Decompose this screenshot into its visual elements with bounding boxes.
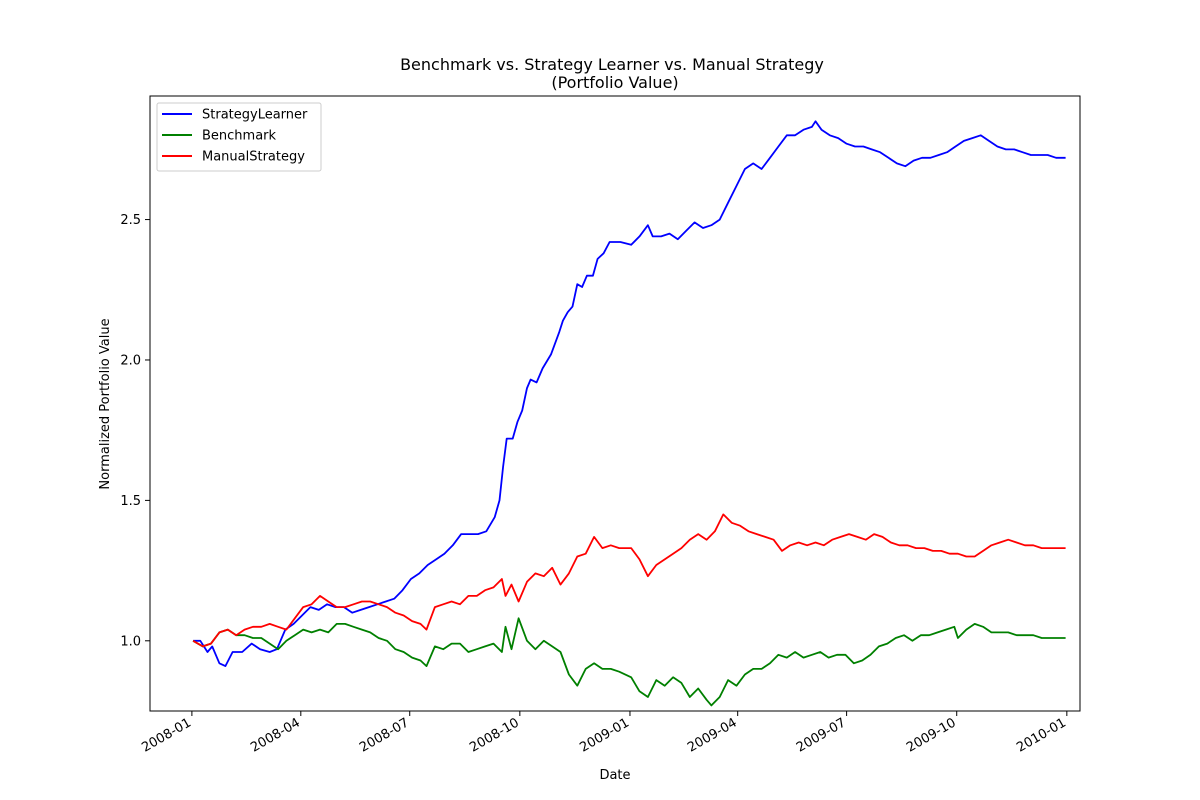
y-tick-label: 2.5 (120, 213, 141, 228)
legend-label: ManualStrategy (202, 150, 305, 165)
legend-box (156, 102, 322, 172)
legend-items: StrategyLearner Benchmark ManualStrategy (162, 108, 308, 165)
x-tick-label: 2009-10 (904, 715, 959, 755)
x-tick-label: 2008-01 (139, 715, 194, 755)
legend-label: Benchmark (202, 129, 277, 144)
x-tick-label: 2009-01 (577, 715, 632, 755)
legend: StrategyLearner Benchmark ManualStrategy (156, 102, 322, 172)
legend-label: StrategyLearner (202, 108, 308, 123)
x-axis: 2008-01 2008-04 2008-07 2008-10 2009-01 2009-… (139, 711, 1069, 756)
series-line-manualstrategy (192, 513, 1066, 648)
x-tick-label: 2010-01 (1014, 715, 1069, 755)
y-axis: 1.0 1.5 2.0 2.5 (120, 213, 150, 649)
series-line-benchmark (192, 617, 1066, 707)
chart-title: Benchmark vs. Strategy Learner vs. Manua… (400, 55, 824, 74)
plot-lines (192, 120, 1066, 707)
plot-area-frame (149, 95, 1081, 712)
x-tick-label: 2009-04 (685, 715, 740, 755)
chart-subtitle: (Portfolio Value) (551, 73, 678, 92)
x-axis-label: Date (599, 768, 630, 783)
x-tick-label: 2008-10 (467, 715, 522, 755)
y-tick-label: 1.0 (120, 634, 141, 649)
y-axis-label: Normalized Portfolio Value (98, 318, 113, 489)
y-tick-label: 2.0 (120, 353, 141, 368)
x-tick-label: 2008-04 (248, 715, 303, 755)
x-tick-label: 2009-07 (794, 715, 849, 755)
x-tick-label: 2008-07 (357, 715, 412, 755)
y-tick-label: 1.5 (120, 494, 141, 509)
series-line-strategylearner (193, 120, 1066, 667)
